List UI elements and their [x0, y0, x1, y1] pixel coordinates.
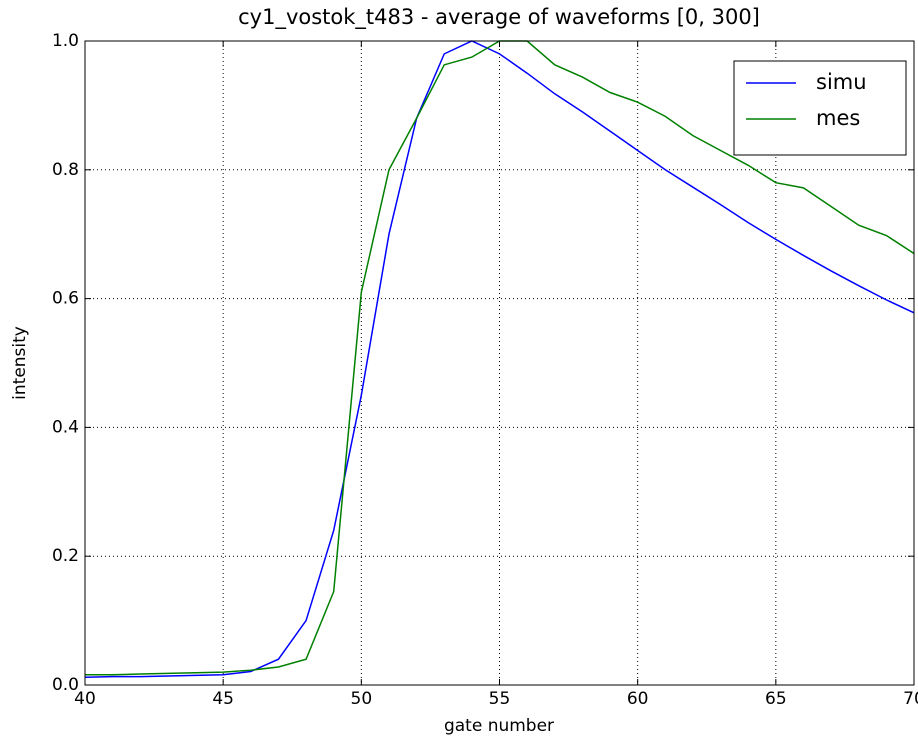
- legend-label: simu: [816, 70, 867, 94]
- x-tick-label: 50: [351, 689, 373, 709]
- x-tick-label: 60: [627, 689, 649, 709]
- x-tick-label: 45: [212, 689, 234, 709]
- plot-frame: [84, 40, 915, 686]
- x-tick-label: 65: [765, 689, 787, 709]
- x-axis-label: gate number: [444, 716, 554, 736]
- legend-label: mes: [816, 106, 860, 130]
- y-tick-label: 1.0: [52, 31, 79, 51]
- chart-title: cy1_vostok_t483 - average of waveforms […: [238, 5, 760, 30]
- x-tick-label: 40: [74, 689, 96, 709]
- x-tick-label: 55: [489, 689, 511, 709]
- data-line: [84, 40, 915, 679]
- y-tick-label: 0.8: [52, 160, 79, 180]
- y-tick-label: 0.0: [52, 675, 79, 695]
- x-tick-label: 70: [903, 689, 918, 709]
- y-tick-label: 0.2: [52, 546, 79, 566]
- y-tick-label: 0.4: [52, 417, 79, 437]
- y-tick-label: 0.6: [52, 289, 79, 309]
- y-axis-label: intensity: [10, 326, 30, 400]
- legend-box: [733, 60, 907, 156]
